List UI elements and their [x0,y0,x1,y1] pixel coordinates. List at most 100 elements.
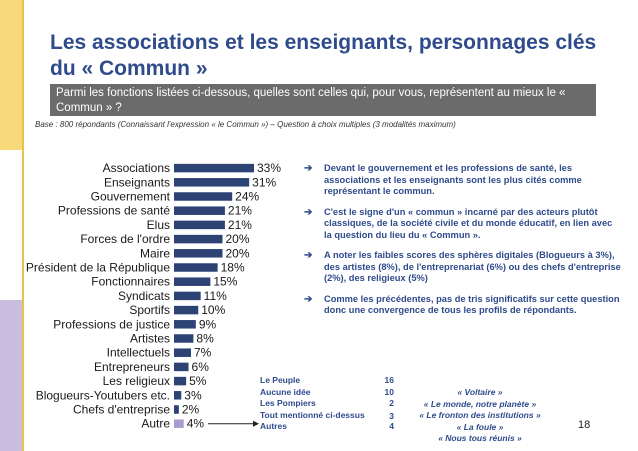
bar [174,305,199,315]
breakdown-count: 16 [384,375,394,385]
value-label: 21% [228,218,252,232]
bullet-item: ➔ C'est le signe d'un « commun » incarné … [302,207,622,242]
side-segment-yellow [0,0,22,150]
category-label: Sportifs [129,303,170,317]
bullet-item: ➔ A noter les faibles scores des sphères … [302,250,622,285]
bar [174,405,179,414]
bar [174,320,196,329]
quote: « Voltaire » [457,387,503,397]
value-label: 33% [257,161,281,175]
bar [174,291,201,301]
breakdown-count: 4 [389,421,394,431]
base-note: Base : 800 répondants (Connaissant l'exp… [35,120,456,129]
quote: « La foule » [456,421,504,432]
value-label: 10% [201,303,225,317]
value-label: 6% [192,360,210,374]
quote: « Le fronton des institutions » [419,410,541,420]
bar [174,277,211,286]
value-label: 2% [182,403,200,417]
bar [174,192,233,201]
bar [174,220,225,230]
bar [174,206,225,215]
bullet-text: C'est le signe d'un « commun » incarné p… [324,206,613,240]
bullet-text: A noter les faibles scores des sphères d… [324,250,621,283]
value-label: 8% [196,332,214,346]
side-segment-lavender [0,300,22,451]
table-row: Le Peuple 16 [260,375,394,387]
category-label: Forces de l'ordre [80,232,170,246]
value-label: 3% [184,388,202,402]
bullet-item: ➔ Comme les précédentes, pas de tris sign… [302,294,622,317]
verbatim-quotes: « Voltaire » « Le monde, notre planète »… [410,387,550,445]
bullet-list: ➔ Devant le gouvernement et les professio… [302,163,622,326]
category-label: Chefs d'entreprise [73,403,170,417]
quote: « Le monde, notre planète » [423,398,537,409]
category-label: Autre [141,417,170,431]
page-title: Les associations et les enseignants, per… [50,31,597,80]
breakdown-label: Les Pompiers [260,398,316,408]
category-label: Maire [140,246,170,260]
category-label: Entrepreneurs [94,360,170,374]
bar [174,234,223,244]
breakdown-count: 2 [389,398,394,408]
value-label: 15% [213,275,237,289]
arrow-right-icon: ➔ [304,206,313,218]
bar [174,163,254,173]
category-label: Enseignants [104,175,170,189]
category-label: Fonctionnaires [91,275,170,289]
value-label: 21% [228,204,252,218]
bar [174,362,189,372]
breakdown-label: Aucune idée [260,386,311,397]
breakdown-label: Le Peuple [260,375,301,385]
quote: « Nous tous réunis » [438,433,522,443]
page-number: 18 [578,419,591,431]
value-label: 18% [221,261,245,275]
arrow-right-icon: ➔ [304,293,313,305]
breakdown-label: Tout mentionné ci-dessus [260,409,365,420]
breakdown-count: 10 [384,386,394,397]
arrow-right-icon: ➔ [304,163,313,174]
value-label: 4% [187,417,205,431]
side-segment-white [0,150,22,300]
value-label: 9% [199,317,217,331]
table-row: Autres 4 [260,421,394,433]
category-label: Les religieux [103,374,170,388]
category-label: Professions de santé [58,204,170,218]
table-row: Les Pompiers 2 [260,398,394,410]
bar-chart: Associations 33% Enseignants 31% Gouvernemen… [26,161,281,431]
category-label: Président de la République [26,261,170,275]
category-label: Elus [147,218,170,232]
value-label: 7% [194,346,212,360]
other-breakdown-table: Le Peuple 16 Aucune idée 10 Les Pompiers 2 … [260,375,394,433]
table-row: Aucune idée 10 [260,387,394,399]
breakdown-count: 3 [389,411,394,421]
table-row: Tout mentionné ci-dessus 3 [260,410,394,422]
arrow-right-icon: ➔ [304,250,313,261]
category-label: Artistes [130,332,170,346]
category-label: Syndicats [118,289,170,303]
value-label: 24% [235,190,259,204]
value-label: 5% [189,374,207,388]
side-rule [22,0,24,451]
value-label: 31% [252,175,276,189]
bar [174,376,187,386]
bar [174,348,191,357]
category-label: Blogueurs-Youtubers etc. [36,388,170,402]
question-box: Parmi les fonctions listées ci-dessous, … [50,84,596,116]
bullet-item: ➔ Devant le gouvernement et les professio… [302,163,622,198]
bar [174,334,194,343]
bar [174,178,250,187]
bullet-text: Devant le gouvernement et les profession… [324,163,582,196]
arrow-right-icon [253,420,259,427]
bullet-text: Comme les précédentes, pas de tris signi… [324,293,620,316]
category-label: Professions de justice [53,317,170,331]
bar [174,263,218,272]
value-label: 20% [225,246,249,260]
category-label: Gouvernement [91,190,171,204]
bar [174,391,182,400]
category-label: Intellectuels [107,346,170,360]
category-label: Associations [103,161,170,175]
value-label: 11% [204,289,227,303]
side-decoration [0,0,22,451]
breakdown-label: Autres [260,421,287,431]
